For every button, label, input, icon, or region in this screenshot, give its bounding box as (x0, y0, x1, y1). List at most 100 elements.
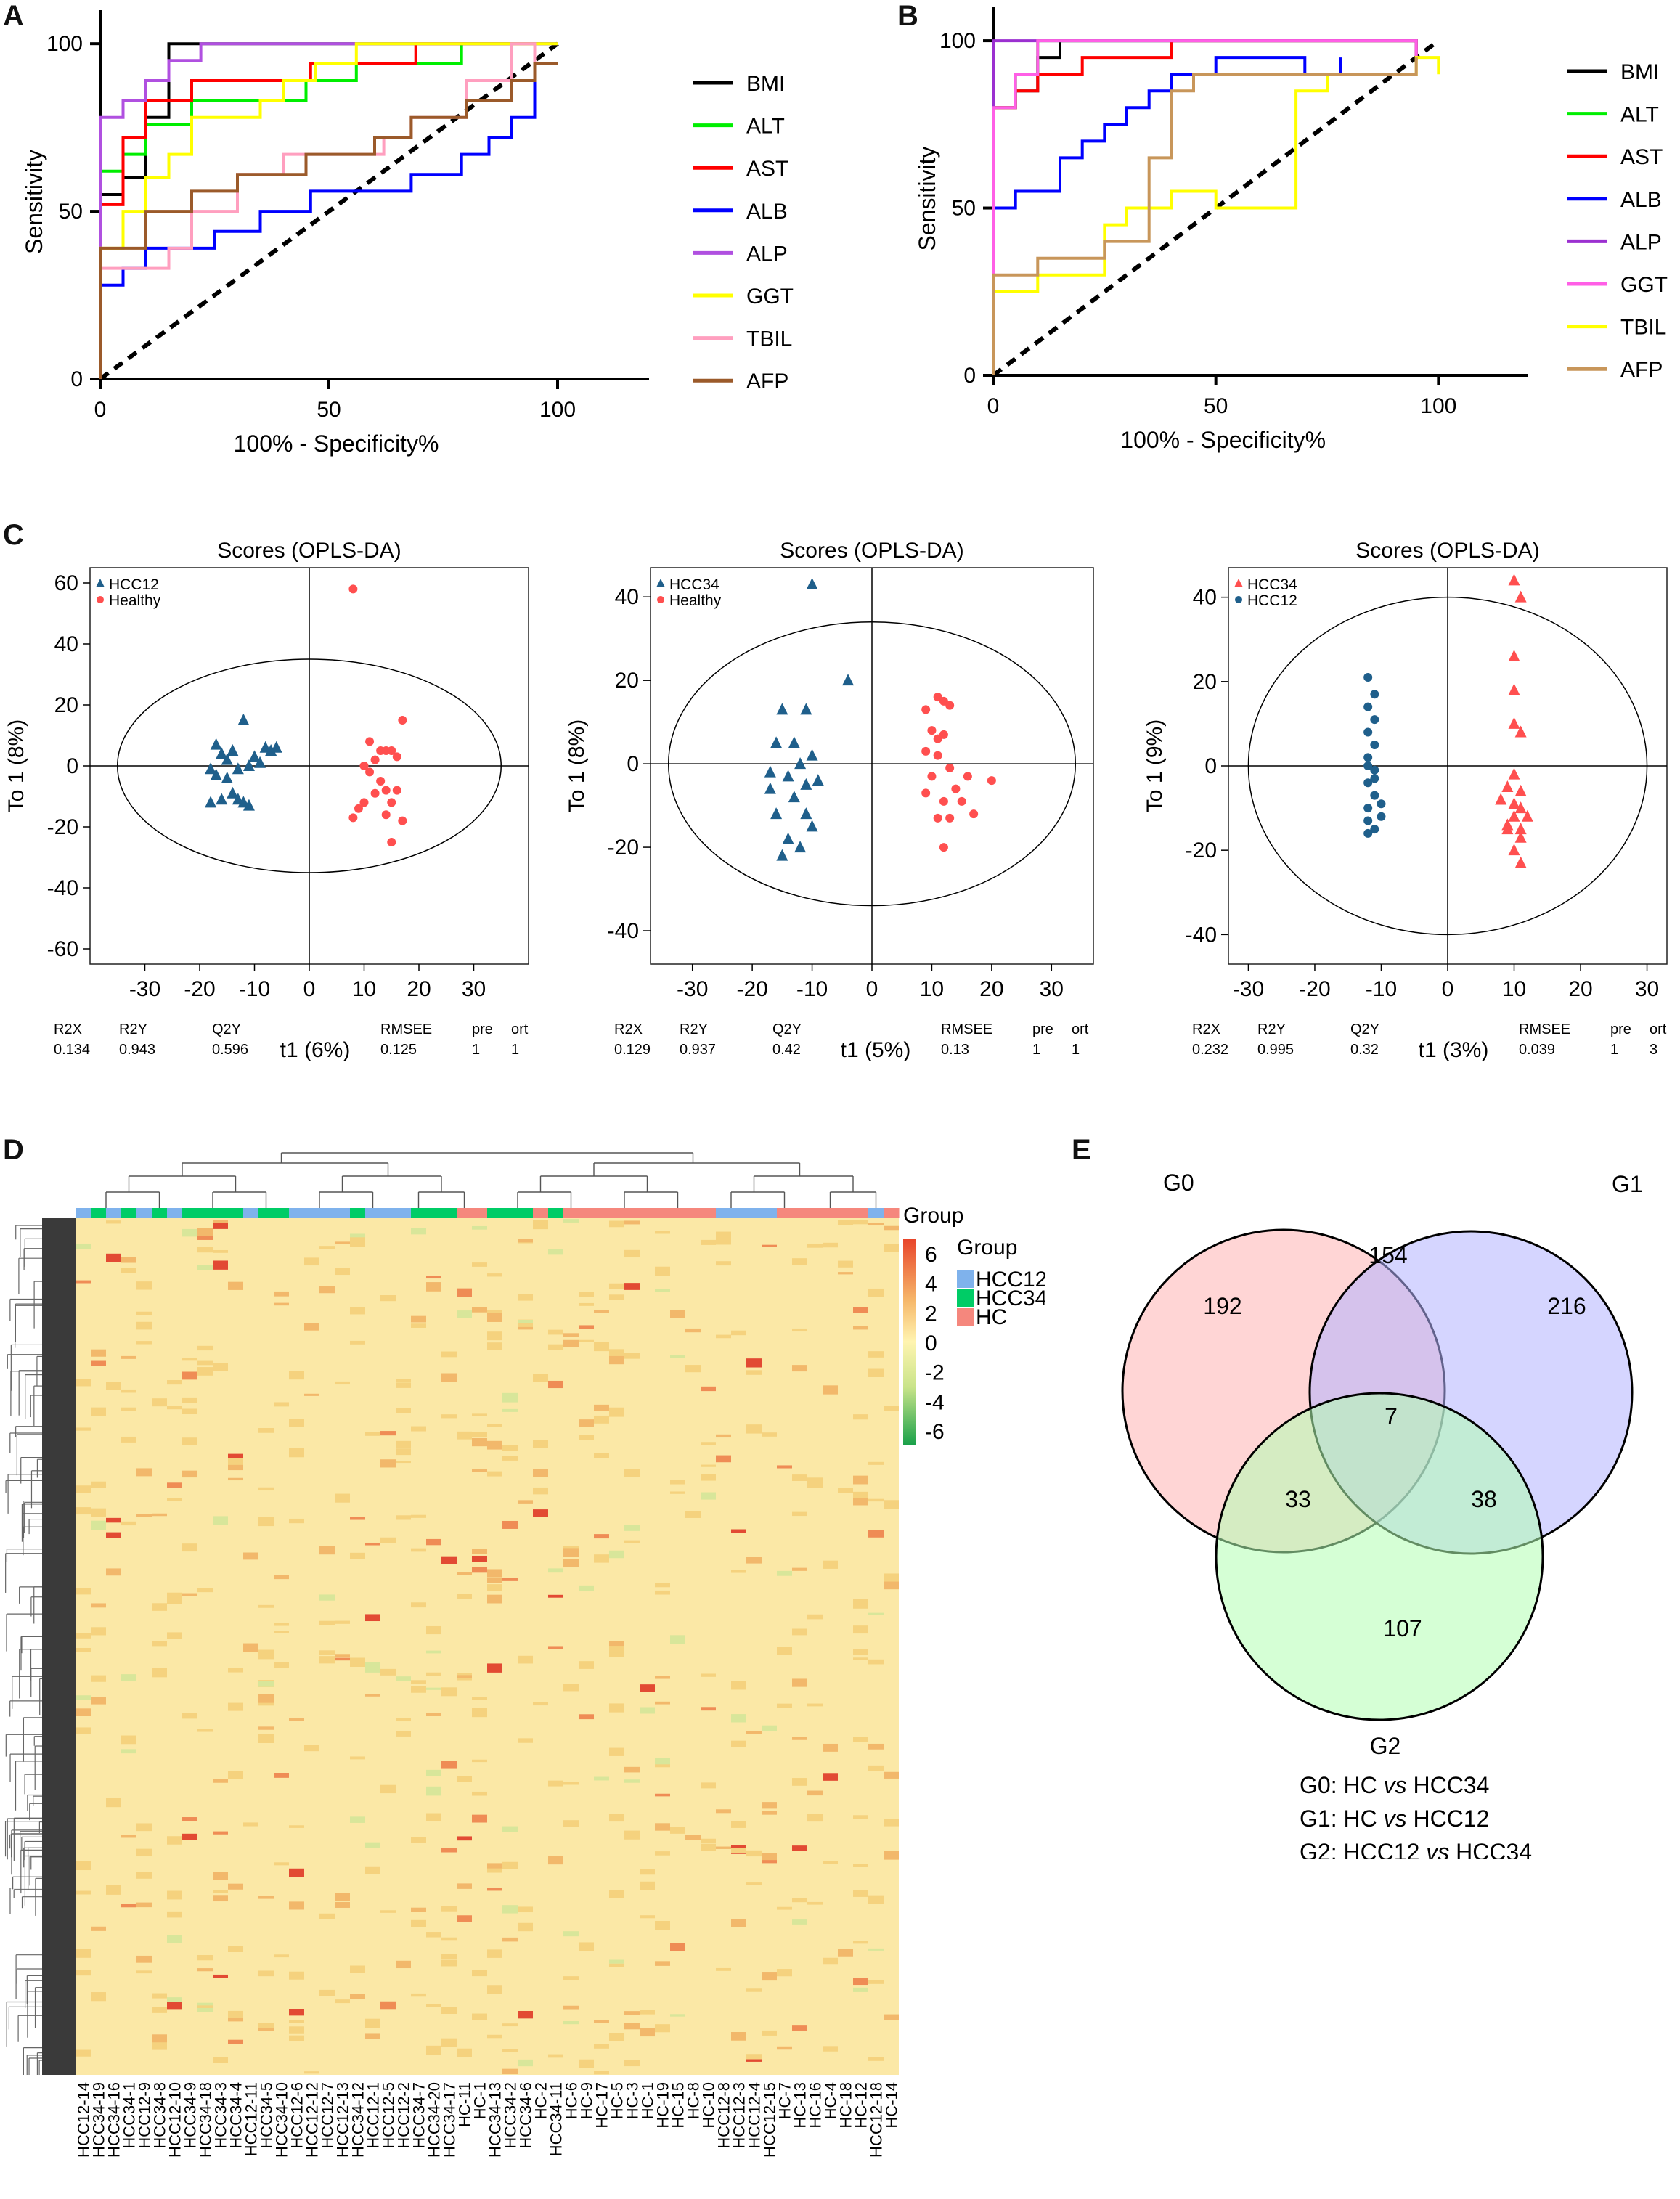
heatmap-cell (762, 1802, 777, 1809)
group-bar-cell (518, 1208, 534, 1218)
heatmap-cell (487, 1471, 502, 1477)
heatmap-cell (838, 1272, 853, 1275)
point-hcc12 (1370, 690, 1379, 699)
point-hcc34 (1514, 801, 1527, 814)
group-bar-cell (91, 1208, 107, 1218)
heatmap-cell (762, 1725, 777, 1731)
heatmap-cell (533, 1487, 548, 1495)
venn-key-text: G1: HC (1300, 1806, 1384, 1832)
heatmap-cell (304, 2071, 319, 2074)
heatmap-cell (472, 1759, 487, 1763)
heatmap-cell (670, 1635, 685, 1644)
heatmap-cell (563, 1931, 579, 1937)
point-hcc34 (794, 841, 807, 853)
column-label: HCC12-6 (288, 2082, 306, 2149)
heatmap-cell (655, 1590, 670, 1595)
y-tick-label: -60 (47, 937, 78, 961)
heatmap-cell (167, 1632, 182, 1639)
heatmap-cell (304, 1745, 319, 1752)
y-tick-label: 40 (615, 585, 639, 609)
stats-label: R2X (614, 1021, 643, 1037)
group-bar-cell (777, 1208, 793, 1218)
heatmap-cell (579, 1325, 594, 1329)
stats-label: pre (1032, 1021, 1053, 1037)
heatmap-cell (380, 1459, 396, 1468)
heatmap-cell (136, 1341, 152, 1345)
heatmap-cell (213, 1895, 228, 1902)
roc-chart-b: 0 50 100 0 50 100 100% - Specificity% Sensitivi… (914, 7, 1668, 453)
heatmap-cell (396, 1408, 411, 1413)
point-hcc12 (242, 799, 255, 811)
heatmap-cell (624, 1525, 640, 1531)
heatmap-cell (502, 2023, 518, 2027)
row-dendrogram-block (42, 1218, 76, 2075)
point-hcc34 (782, 770, 794, 782)
stats-label: R2Y (1257, 1021, 1286, 1037)
colorbar-title: Group (903, 1204, 963, 1228)
column-label: HCC12-7 (319, 2082, 337, 2149)
x-tick-label: -30 (129, 977, 160, 1001)
x-tick-label: -20 (184, 977, 215, 1001)
column-label: HC-18 (837, 2082, 855, 2129)
heatmap-cell (762, 2030, 777, 2036)
heatmap-cell (853, 1978, 868, 1986)
heatmap-cell (472, 1697, 487, 1700)
legend-label-ast: AST (746, 157, 788, 181)
heatmap-cell (487, 1569, 502, 1578)
point-hcc12 (221, 753, 233, 765)
colorbar-tick-label: 0 (925, 1331, 937, 1355)
heatmap-cell (640, 1915, 655, 1919)
point-hcc12 (1377, 812, 1386, 821)
stats-label: ort (1650, 1021, 1667, 1037)
heatmap-cell (609, 2033, 624, 2041)
heatmap-cell (76, 1485, 91, 1493)
heatmap-cell (472, 1814, 487, 1823)
y-tick-label: -40 (1186, 923, 1217, 947)
legend-label-tbil: TBIL (1620, 316, 1666, 340)
heatmap-cell (76, 1379, 91, 1385)
heatmap-cell (91, 1520, 106, 1530)
stats-label: RMSEE (941, 1021, 992, 1037)
heatmap-cell (579, 1339, 594, 1343)
heatmap-cell (441, 1761, 457, 1769)
heatmap-cell (792, 1678, 807, 1687)
heatmap-cell (746, 1557, 762, 1564)
heatmap-cell (594, 1342, 609, 1352)
point-healthy (387, 838, 396, 846)
venn-set-label-g2: G2 (1370, 1733, 1401, 1759)
heatmap-cell (274, 1575, 289, 1580)
point-healthy (398, 716, 407, 725)
y-tick-label: -40 (608, 919, 639, 943)
heatmap-cell (258, 2023, 274, 2028)
heatmap-cell (792, 1845, 807, 1851)
heatmap-cell (487, 1313, 502, 1322)
heatmap-cell (319, 1989, 335, 1996)
heatmap-cell (868, 1612, 884, 1615)
heatmap-cell (777, 1969, 792, 1977)
heatmap-cell (76, 1949, 91, 1958)
heatmap-cell (685, 1511, 701, 1518)
heatmap-cell (426, 1625, 441, 1635)
heatmap-cell (487, 2034, 502, 2039)
x-tick-label: 100 (1420, 394, 1456, 418)
heatmap-cell (213, 1516, 228, 1525)
heatmap-cell (91, 1510, 106, 1517)
heatmap-cell (396, 1379, 411, 1383)
stats-value: 1 (511, 1042, 519, 1058)
column-label: HC-9 (578, 2082, 596, 2119)
chart-title: Scores (OPLS-DA) (217, 539, 401, 563)
group-bar-cell (579, 1208, 595, 1218)
heatmap-cell (884, 1573, 899, 1582)
y-tick-label: 100 (46, 32, 83, 56)
heatmap-cell (228, 1458, 243, 1465)
x-tick-label: 0 (866, 977, 878, 1001)
heatmap-cell (121, 1735, 136, 1745)
heatmap-cell (853, 1941, 868, 1944)
heatmap-cell (792, 1628, 807, 1636)
heatmap-cell (868, 1288, 884, 1297)
colorbar-tick-label: -4 (925, 1390, 945, 1414)
heatmap-cell (762, 1853, 777, 1861)
heatmap-cell (76, 1280, 91, 1284)
heatmap-cell (502, 1408, 518, 1412)
heatmap-cell (472, 1262, 487, 1267)
